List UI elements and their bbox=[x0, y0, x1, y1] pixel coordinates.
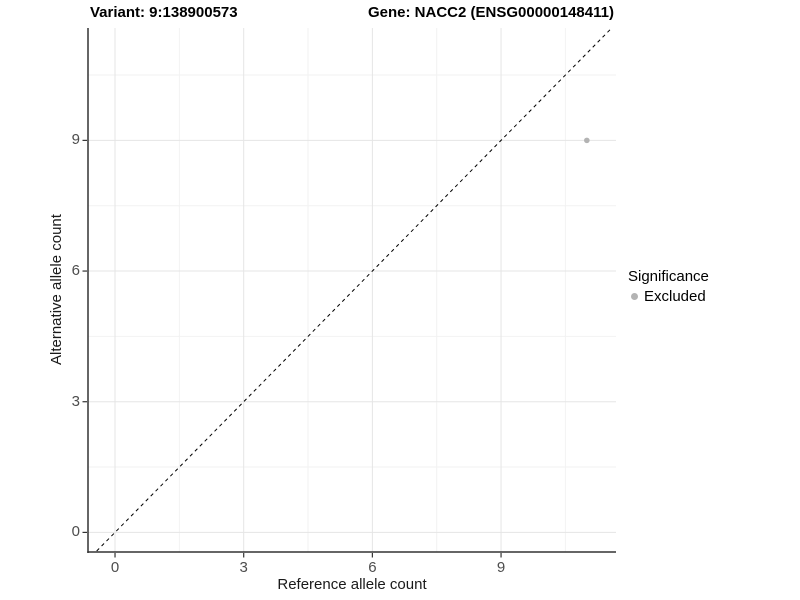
y-tick-label: 0 bbox=[71, 523, 80, 541]
identity-line bbox=[95, 28, 613, 552]
variant-title: Variant: 9:138900573 bbox=[90, 4, 238, 21]
x-axis-title: Reference allele count bbox=[277, 576, 427, 593]
y-tick-label: 3 bbox=[71, 392, 80, 410]
legend-item-label: Excluded bbox=[644, 288, 706, 305]
y-axis-title: Alternative allele count bbox=[48, 214, 65, 366]
x-tick-label: 9 bbox=[496, 559, 506, 576]
plot-panel bbox=[82, 28, 616, 558]
data-point bbox=[584, 137, 590, 144]
x-tick-label: 6 bbox=[368, 559, 377, 576]
legend-title: Significance bbox=[628, 268, 709, 285]
x-tick-label: 3 bbox=[239, 559, 248, 576]
legend-item: Excluded bbox=[628, 288, 709, 305]
y-tick-label: 6 bbox=[71, 262, 80, 280]
y-tick-label: 9 bbox=[71, 131, 80, 149]
legend: Significance Excluded bbox=[628, 268, 709, 305]
legend-key-dot-icon bbox=[631, 293, 638, 300]
legend-items: Excluded bbox=[628, 288, 709, 305]
gene-title: Gene: NACC2 (ENSG00000148411) bbox=[368, 4, 614, 21]
plot-canvas bbox=[82, 28, 616, 558]
x-tick-label: 0 bbox=[110, 559, 120, 576]
